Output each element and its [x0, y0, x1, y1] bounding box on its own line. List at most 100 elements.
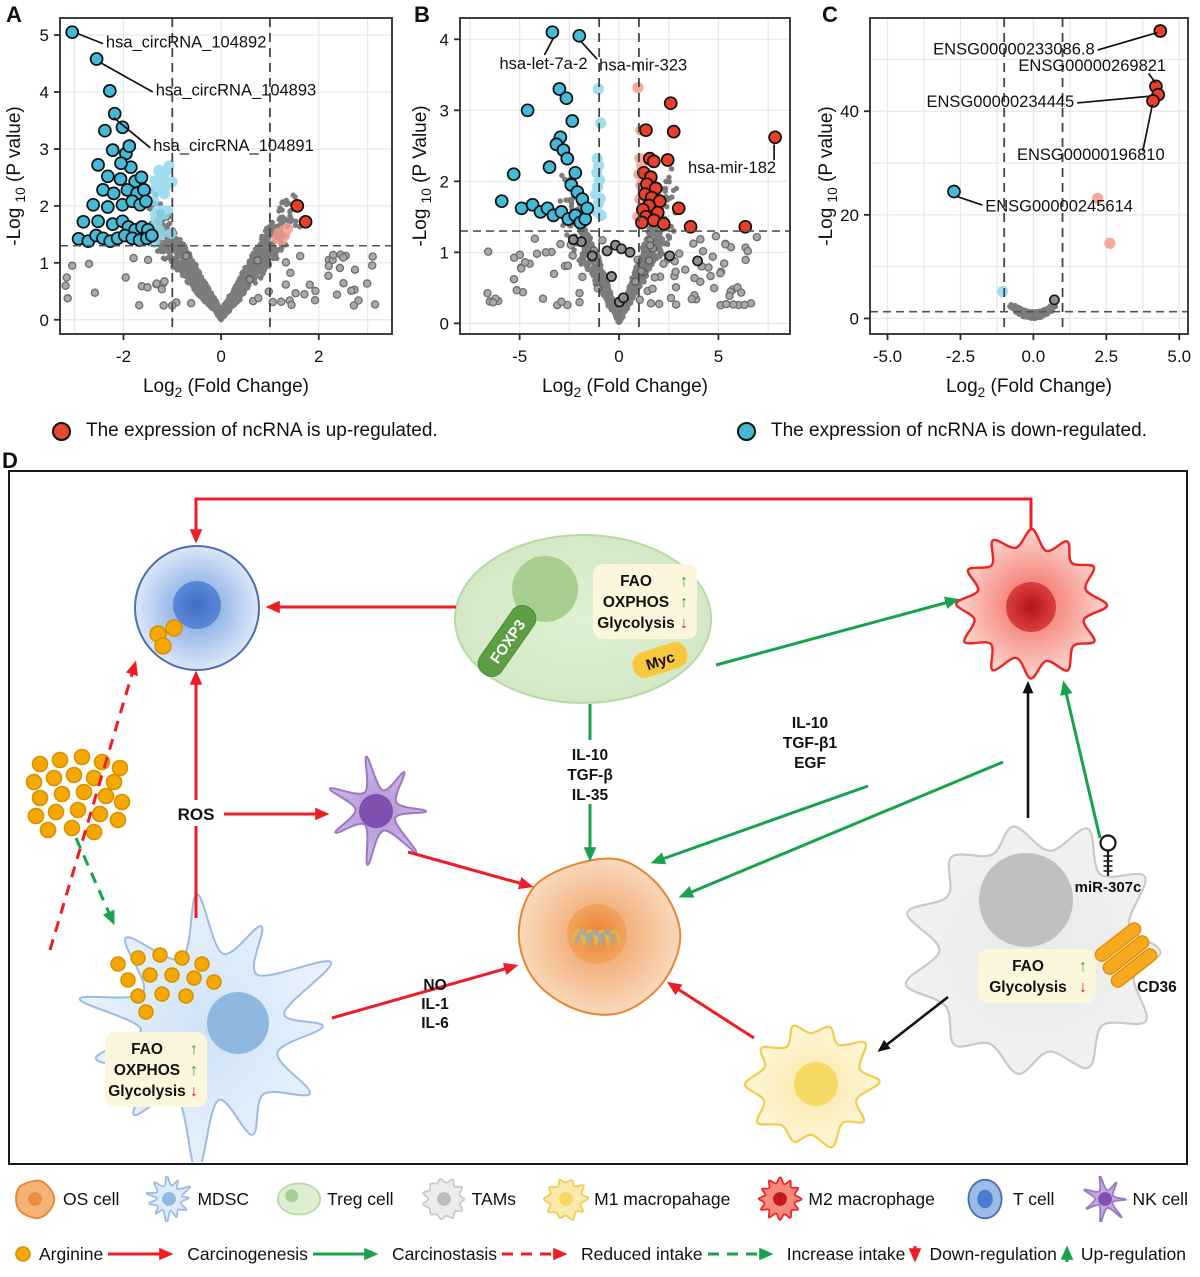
legend-upregulated-label: The expression of ncRNA is up-regulated. [86, 420, 438, 441]
svg-text:4: 4 [40, 83, 49, 102]
label-no-il1-il6: NO IL-1 IL-6 [421, 977, 449, 1032]
legend-arrow-red-dashed: Reduced intake [500, 1244, 703, 1265]
nk-cell [328, 755, 428, 866]
plot-area: hsa_circRNA_104892 hsa_circRNA_104893 hsa_… [40, 17, 393, 366]
svg-text:1: 1 [40, 254, 49, 273]
legend-arrow-dot: Arginine [14, 1244, 103, 1265]
arrow-m2-factors-to-os [650, 784, 869, 865]
os-cell [517, 857, 682, 1016]
svg-text:hsa-mir-323: hsa-mir-323 [599, 57, 687, 75]
svg-text:-Log 10 (P value): -Log 10 (P value) [4, 106, 28, 246]
svg-text:FAO: FAO [131, 1041, 163, 1058]
svg-text:-Log 10 (P Value): -Log 10 (P Value) [410, 105, 434, 246]
svg-text:2: 2 [40, 197, 49, 216]
t-cell [134, 545, 260, 671]
panel-letter-d: D [2, 448, 18, 473]
legend-upregulated: The expression of ncRNA is up-regulated. [52, 420, 438, 442]
svg-text:5: 5 [40, 26, 49, 45]
legend-arrow-label: Carcinostasis [391, 1243, 497, 1264]
svg-text:5: 5 [714, 347, 723, 366]
svg-text:Glycolysis: Glycolysis [108, 1083, 186, 1100]
legend-cell-label: T cell [1012, 1188, 1055, 1209]
arginine-in-mdsc [110, 947, 222, 1020]
legend-cell-label: M2 macrophage [808, 1188, 935, 1209]
svg-text:5.0: 5.0 [1167, 347, 1191, 366]
svg-text:-2.5: -2.5 [946, 347, 975, 366]
legend-cell-label: MDSC [197, 1188, 250, 1209]
plot-area: hsa-let-7a-2 hsa-mir-323 hsa-mir-182 -5 0 5 0 1… [440, 17, 791, 366]
svg-text:ROS: ROS [178, 805, 215, 824]
svg-text:2.5: 2.5 [1094, 347, 1118, 366]
svg-text:-2: -2 [116, 347, 131, 366]
volcano-plot-mirna: hsa-let-7a-2 hsa-mir-323 hsa-mir-182 -5 0 5 0 1… [410, 17, 791, 400]
svg-text:NO: NO [423, 977, 446, 994]
svg-text:hsa-mir-182: hsa-mir-182 [688, 159, 776, 177]
arrow-mdsc-to-os [331, 962, 519, 1020]
labels-layer: ROS NO IL-1 IL-6 IL-10 TGF-β IL-35 IL-10 TGF-β1 E… [105, 564, 1177, 1107]
svg-text:OXPHOS: OXPHOS [114, 1062, 180, 1079]
red-dashed-icon [502, 1247, 568, 1261]
arrow-treg-to-m2 [715, 596, 960, 667]
m2-cell-icon [758, 1176, 804, 1221]
red-down-icon [909, 1246, 922, 1263]
arrow-tams-factors-to-os [678, 760, 1004, 898]
svg-text:4: 4 [440, 30, 449, 49]
tams-cell-icon [421, 1178, 465, 1220]
legend-cell-os: OS cell [12, 1176, 119, 1222]
legend-downregulated: The expression of ncRNA is down-regulate… [737, 420, 1147, 442]
svg-text:-5.0: -5.0 [873, 347, 902, 366]
arrow-mir307c-to-m2 [1060, 680, 1102, 839]
svg-text:0.0: 0.0 [1022, 347, 1046, 366]
label-il10-tgfb1-egf: IL-10 TGF-β1 EGF [783, 715, 838, 772]
svg-text:1: 1 [440, 243, 449, 262]
svg-text:0: 0 [614, 347, 623, 366]
svg-text:0: 0 [216, 347, 225, 366]
svg-text:IL-1: IL-1 [421, 996, 449, 1013]
legend-cell-label: TAMs [471, 1188, 517, 1209]
svg-text:IL-6: IL-6 [421, 1015, 449, 1032]
m2-macrophage-cell [954, 527, 1109, 680]
red-arrow-icon [108, 1247, 174, 1261]
m1-cell-icon [543, 1178, 590, 1221]
svg-text:↑: ↑ [680, 594, 688, 611]
svg-text:hsa-let-7a-2: hsa-let-7a-2 [499, 55, 587, 73]
svg-text:Log2 (Fold Change): Log2 (Fold Change) [946, 376, 1112, 400]
legend-cell-nk: NK cell [1082, 1176, 1188, 1222]
t-cell-icon [967, 1178, 1003, 1220]
svg-text:CD36: CD36 [1137, 979, 1177, 996]
sparse-gray-points [61, 250, 380, 310]
arrow-nk-to-os [407, 850, 534, 890]
m1-macrophage-cell [743, 1024, 881, 1149]
legend-cell-m1: M1 macropahage [543, 1176, 730, 1222]
label-il10-tgfb-il35: IL-10 TGF-β IL-35 [567, 747, 613, 804]
legend-arrow-green-up: Up-regulation [1060, 1242, 1186, 1266]
green-up-icon [1060, 1245, 1074, 1262]
svg-text:ENSG00000269821: ENSG00000269821 [1018, 57, 1166, 75]
svg-text:2: 2 [314, 347, 323, 366]
legend-arrow-label: Up-regulation [1080, 1243, 1186, 1264]
svg-text:ENSG00000196810: ENSG00000196810 [1017, 146, 1165, 164]
svg-text:↑: ↑ [1079, 958, 1087, 975]
tams-metabolism-box: FAO ↑ Glycolysis ↓ [978, 949, 1096, 1003]
svg-text:2: 2 [440, 172, 449, 191]
legend-downregulated-label: The expression of ncRNA is down-regulate… [771, 420, 1147, 441]
mdsc-cell-icon [146, 1176, 192, 1222]
svg-text:ENSG00000233086.8: ENSG00000233086.8 [933, 40, 1094, 58]
up-regulated-dot-icon [52, 421, 71, 441]
legend-arrow-label: Carcinogenesis [187, 1243, 308, 1264]
legend-arrow-green-dashed: Increase intake [706, 1244, 905, 1265]
mir-307c-hairpin-icon [1099, 834, 1117, 876]
green-dashed-icon [707, 1247, 774, 1261]
legend-arrow-red-arrow: Carcinogenesis [106, 1244, 308, 1265]
svg-text:0: 0 [850, 309, 859, 328]
legend-arrow-label: Down-regulation [929, 1243, 1057, 1264]
arrow-legend: Arginine Carcinogenesis Carcinostasis Reduc… [14, 1242, 1186, 1266]
sparse-gray-points [483, 232, 762, 310]
legend-arrow-label: Reduced intake [581, 1243, 703, 1264]
legend-cell-m2: M2 macrophage [757, 1176, 935, 1222]
svg-text:-5: -5 [512, 347, 527, 366]
myc-pill: Myc [632, 642, 688, 678]
